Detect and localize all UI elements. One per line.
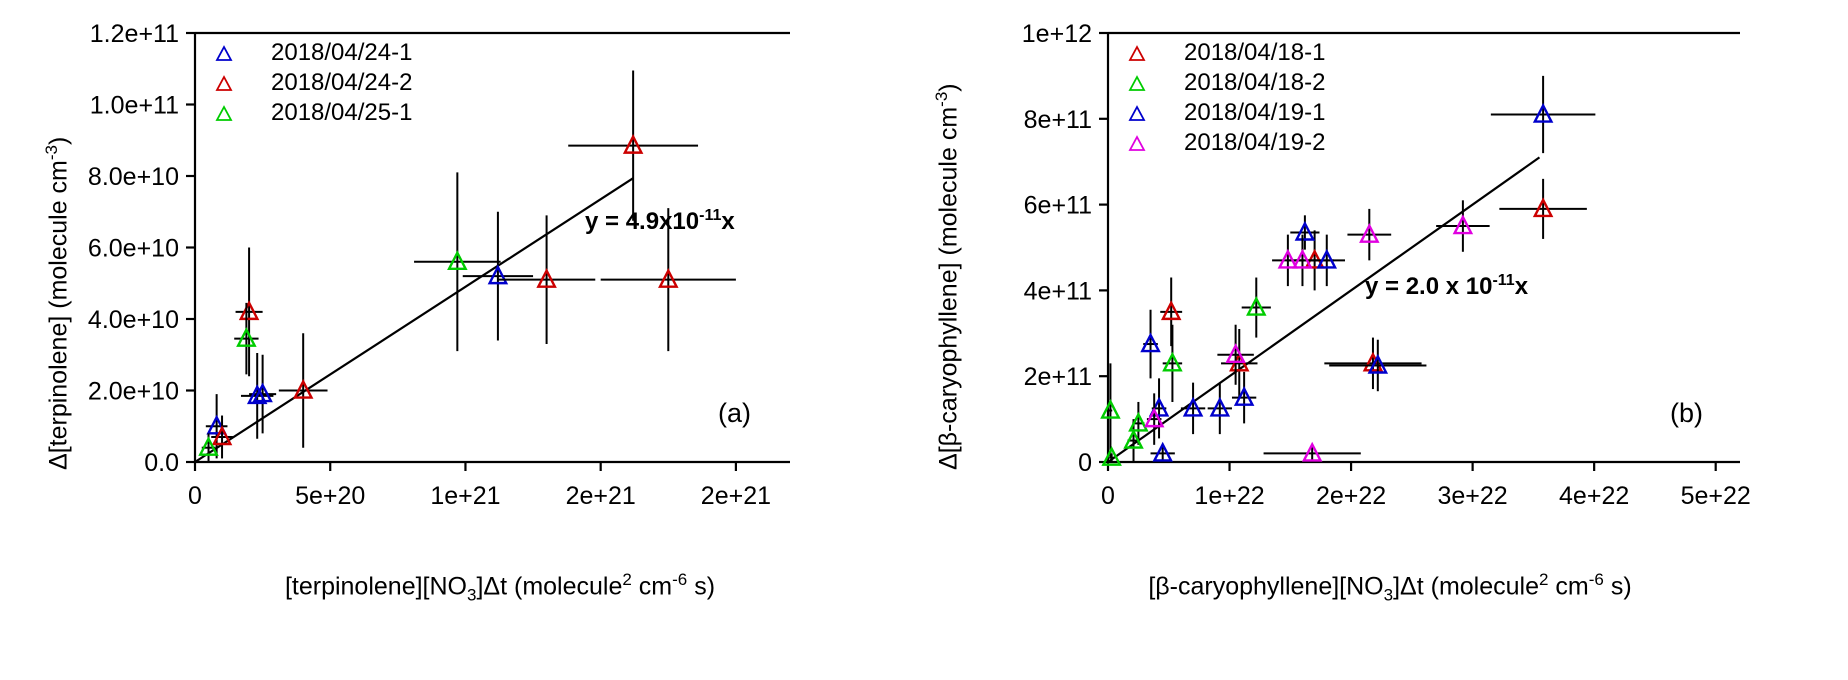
data-point-marker <box>658 268 679 288</box>
data-point-marker <box>1367 353 1389 374</box>
data-point-marker <box>1209 396 1231 417</box>
legend-label: 2018/04/25-1 <box>271 99 413 126</box>
data-point-marker <box>1152 441 1173 462</box>
regression-line <box>1107 156 1541 463</box>
panel-b: Δ[β-caryophyllene] (molecule cm-3) [β-ca… <box>900 0 1848 680</box>
data-point-marker <box>1128 411 1149 432</box>
x-tick-label: 1e+22 <box>1194 482 1264 510</box>
data-point-marker <box>1225 343 1246 363</box>
y-tick-label: 6e+11 <box>1024 192 1092 220</box>
x-tick-label: 2e+22 <box>1316 482 1386 510</box>
legend-marker-triangle-icon <box>215 104 233 122</box>
data-point-marker <box>246 384 268 405</box>
series-2018/04/24-1 <box>205 211 534 459</box>
fit-equation-a: y = 4.9x10-11x <box>585 207 735 235</box>
data-point-marker <box>206 414 227 435</box>
y-tick-label: 6.0e+10 <box>88 235 179 263</box>
data-point-marker <box>211 425 233 446</box>
plot-canvas-a: 0.0 2.0e+10 4.0e+10 6.0e+10 8.0e+10 1.0e+11 1.… <box>88 20 790 510</box>
data-point-marker <box>1123 428 1144 449</box>
x-tick-label: 0 <box>188 482 202 510</box>
data-point-marker <box>1452 214 1474 235</box>
data-point-marker <box>1233 386 1255 406</box>
legend-marker-triangle-icon <box>1128 134 1146 152</box>
data-point-marker <box>1532 197 1554 218</box>
y-tick-label: 1e+12 <box>1022 20 1092 48</box>
data-point-marker <box>1359 223 1380 243</box>
legend-label: 2018/04/18-1 <box>1184 39 1326 66</box>
y-tick-label: 2e+11 <box>1024 363 1092 391</box>
series-2018/04/18-2 <box>1100 277 1271 466</box>
y-tick-label: 4e+11 <box>1024 277 1092 305</box>
y-tick-label: 1.2e+11 <box>90 20 179 48</box>
legend-marker-triangle-icon <box>215 44 233 62</box>
data-point-marker <box>1140 332 1161 353</box>
legend-marker-triangle-icon <box>1128 74 1146 92</box>
x-tick-label: 3e+22 <box>1438 482 1508 510</box>
legend-label: 2018/04/24-2 <box>271 69 413 96</box>
legend-marker-triangle-icon <box>215 74 233 92</box>
y-tick-label: 0 <box>1078 449 1092 477</box>
legend-label: 2018/04/19-2 <box>1184 129 1326 156</box>
x-tick-label: 2e+21 <box>701 482 771 510</box>
legend-label: 2018/04/18-2 <box>1184 69 1326 96</box>
data-point-marker <box>1301 441 1323 462</box>
data-point-marker <box>487 264 509 285</box>
data-point-marker <box>1294 220 1316 241</box>
data-point-marker <box>1532 102 1554 123</box>
data-point-marker <box>1160 300 1182 321</box>
series-2018/04/19-2 <box>1143 200 1490 462</box>
x-tick-label: 2e+21 <box>566 482 636 510</box>
regression-line <box>194 177 634 463</box>
data-point-marker <box>1277 248 1299 269</box>
panel-label-b: (b) <box>1670 398 1703 428</box>
data-point-marker <box>236 327 257 347</box>
data-point-marker <box>1100 398 1121 419</box>
plot-canvas-b: 0 2e+11 4e+11 6e+11 8e+11 1e+12 0 1e+22 2e+22 3e+… <box>1022 20 1751 510</box>
series-2018/04/24-2 <box>211 70 736 459</box>
data-point-marker <box>1182 396 1204 417</box>
data-point-marker <box>1316 248 1338 269</box>
data-point-marker <box>447 250 468 271</box>
fit-equation-b: y = 2.0 x 10-11x <box>1365 272 1529 300</box>
y-tick-label: 2.0e+10 <box>88 378 179 406</box>
y-tick-label: 1.0e+11 <box>90 92 179 120</box>
x-tick-label: 5e+20 <box>295 482 365 510</box>
data-point-marker <box>622 133 644 154</box>
y-tick-label: 8.0e+10 <box>88 163 179 191</box>
legend-marker-triangle-icon <box>1128 44 1146 62</box>
x-tick-label: 4e+22 <box>1559 482 1629 510</box>
data-point-marker <box>238 300 260 321</box>
x-axis-label-b: [β-caryophyllene][NO3]Δt (molecule2 cm-6… <box>1148 570 1632 605</box>
data-point-marker <box>292 378 314 399</box>
legend-label: 2018/04/19-1 <box>1184 99 1326 126</box>
x-tick-label: 1e+21 <box>430 482 500 510</box>
data-point-marker <box>1143 407 1165 428</box>
data-point-marker <box>198 436 219 456</box>
panel-a: Δ[terpinolene] (molecule cm-3) [terpinol… <box>0 0 900 680</box>
x-tick-label: 0 <box>1101 482 1115 510</box>
data-point-marker <box>1246 295 1267 316</box>
data-point-marker <box>1162 351 1183 372</box>
legend-label: 2018/04/24-1 <box>271 39 413 66</box>
x-axis-label-a: [terpinolene][NO3]Δt (molecule2 cm-6 s) <box>284 570 716 605</box>
y-tick-label: 0.0 <box>144 449 179 477</box>
panel-label-a: (a) <box>718 398 751 428</box>
data-point-marker <box>1101 446 1122 466</box>
series-2018/04/25-1 <box>198 172 501 462</box>
data-point-marker <box>536 268 557 288</box>
x-tick-label: 5e+22 <box>1681 482 1751 510</box>
y-tick-label: 4.0e+10 <box>88 306 179 334</box>
legend-marker-triangle-icon <box>1128 104 1146 122</box>
data-point-marker <box>1292 248 1313 269</box>
data-point-marker <box>252 382 273 403</box>
y-tick-label: 8e+11 <box>1024 106 1092 134</box>
